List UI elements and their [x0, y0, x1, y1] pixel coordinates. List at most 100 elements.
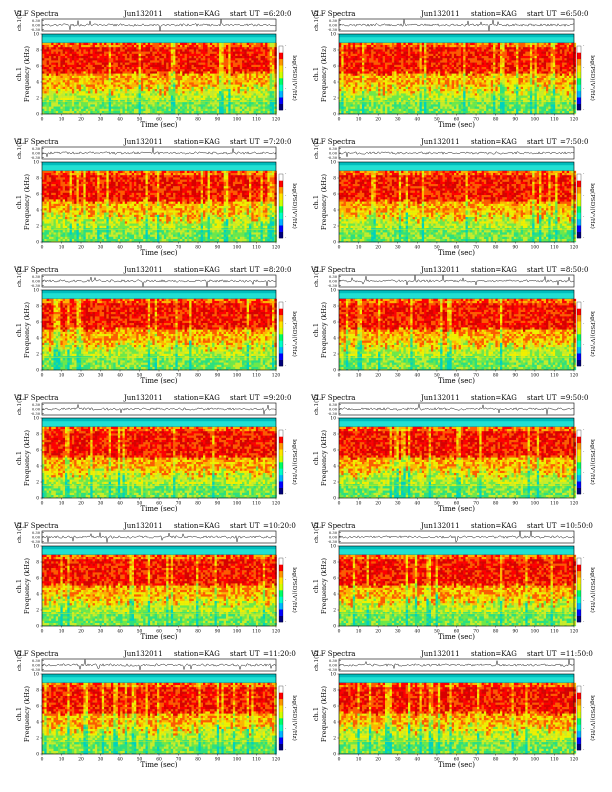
spectrogram-cell: [203, 82, 206, 84]
spectrogram-cell: [185, 109, 188, 111]
spectrogram-cell: [180, 87, 183, 89]
spectrogram-cell: [261, 111, 264, 113]
spectrogram-cell: [125, 45, 128, 47]
spectrogram-cell: [228, 60, 231, 62]
spectrogram-cell: [56, 111, 59, 113]
spectrogram-cell: [208, 54, 211, 56]
spectrogram-cell: [173, 78, 176, 80]
spectrogram-cell: [249, 54, 252, 56]
spectrogram-cell: [185, 45, 188, 47]
spectrogram-cell: [272, 82, 275, 84]
spectrogram-cell: [353, 85, 356, 87]
spectrogram-cell: [339, 111, 342, 113]
spectrogram-cell: [136, 98, 139, 100]
spectrogram-cell: [106, 85, 109, 87]
spectrogram-cell: [261, 102, 264, 104]
spectrogram-cell: [171, 49, 174, 51]
spectrogram-cell: [341, 107, 344, 109]
spectrogram-cell: [178, 104, 181, 106]
spectrogram-cell: [219, 49, 222, 51]
spectrogram-cell: [194, 67, 197, 69]
spectrogram-cell: [185, 58, 188, 60]
spectrogram-cell: [178, 67, 181, 69]
spectrogram-cell: [226, 91, 229, 93]
spectrogram-cell: [166, 56, 169, 58]
spectrogram-cell: [74, 67, 77, 69]
spectrogram-cell: [90, 107, 93, 109]
spectrogram-cell: [351, 111, 354, 113]
spectrogram-cell: [344, 69, 347, 71]
spectrogram-cell: [364, 65, 367, 67]
spectrogram-cell: [242, 63, 245, 65]
spectrogram-cell: [173, 93, 176, 95]
spectrogram-cell: [254, 74, 257, 76]
waveform-tick-label: -0.30: [31, 28, 41, 32]
spectrogram-cell: [136, 63, 139, 65]
spectrogram-cell: [270, 76, 273, 78]
spectrogram-cell: [127, 89, 130, 91]
spectrogram-cell: [129, 52, 132, 54]
spectrogram-cell: [54, 89, 57, 91]
spectrogram-cell: [67, 87, 70, 89]
spectrogram-cell: [157, 69, 160, 71]
spectrogram-cell: [357, 71, 360, 73]
x-tick-label: 40: [117, 118, 123, 123]
spectrogram-cell: [129, 60, 132, 62]
spectrogram-cell: [157, 76, 160, 78]
spectrogram-cell: [171, 58, 174, 60]
spectrogram-cell: [242, 109, 245, 111]
spectrogram-cell: [120, 107, 123, 109]
spectrogram-cell: [242, 98, 245, 100]
spectrogram-cell: [205, 49, 208, 51]
spectrogram-cell: [95, 76, 98, 78]
spectrogram-cell: [90, 65, 93, 67]
spectrogram-cell: [265, 60, 268, 62]
spectrogram-cell: [357, 89, 360, 91]
spectrogram-cell: [212, 60, 215, 62]
spectrogram-cell: [141, 74, 144, 76]
spectrogram-cell: [81, 54, 84, 56]
spectrogram-cell: [58, 49, 61, 51]
spectrogram-cell: [249, 71, 252, 73]
spectrogram-cell: [270, 63, 273, 65]
spectrogram-cell: [192, 58, 195, 60]
spectrogram-cell: [157, 52, 160, 54]
spectrogram-cell: [97, 58, 100, 60]
spectrogram-cell: [226, 111, 229, 113]
spectrogram-cell: [100, 87, 103, 89]
spectrogram-cell: [134, 82, 137, 84]
spectrogram-cell: [208, 98, 211, 100]
spectrogram-cell: [123, 76, 126, 78]
spectrogram-cell: [49, 107, 52, 109]
spectrogram-cell: [261, 98, 264, 100]
spectrogram-cell: [79, 69, 82, 71]
spectrogram-cell: [169, 54, 172, 56]
spectrogram-cell: [357, 80, 360, 82]
spectrogram-cell: [219, 82, 222, 84]
spectrogram-cell: [102, 91, 105, 93]
spectrogram-cell: [44, 76, 47, 78]
spectrogram-cell: [240, 102, 243, 104]
spectrogram-cell: [265, 45, 268, 47]
spectrogram-cell: [152, 45, 155, 47]
spectrogram-cell: [118, 54, 121, 56]
spectrogram-cell: [231, 85, 234, 87]
spectrogram-cell: [54, 60, 57, 62]
spectrogram-cell: [51, 85, 54, 87]
spectrogram-cell: [111, 80, 114, 82]
spectrogram-cell: [106, 78, 109, 80]
spectrogram-cell: [208, 76, 211, 78]
spectrogram-cell: [215, 56, 218, 58]
spectrogram-cell: [251, 98, 254, 100]
spectrogram-cell: [136, 58, 139, 60]
spectrogram-cell: [215, 58, 218, 60]
spectrogram-cell: [217, 93, 220, 95]
spectrogram-cell: [67, 74, 70, 76]
spectrogram-cell: [157, 63, 160, 65]
spectrogram-cell: [208, 52, 211, 54]
spectrogram-cell: [100, 43, 103, 45]
spectrogram-cell: [152, 71, 155, 73]
spectrogram-cell: [155, 96, 158, 98]
spectrogram-cell: [58, 78, 61, 80]
spectrogram-cell: [357, 82, 360, 84]
